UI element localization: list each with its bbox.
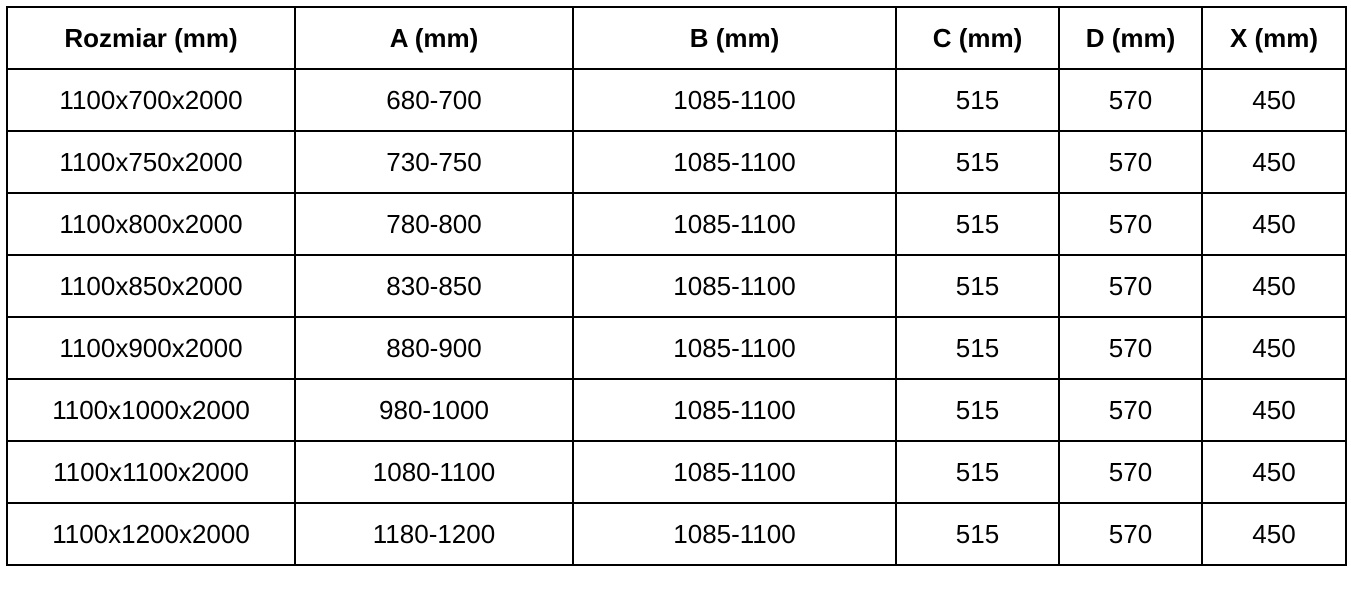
column-header-a: A (mm): [294, 6, 574, 70]
cell-size: 1100x850x2000: [6, 254, 296, 318]
cell-a: 730-750: [294, 130, 574, 194]
table-row: 1100x1100x2000 1080-1100 1085-1100 515 570 45…: [6, 440, 1347, 504]
cell-a: 880-900: [294, 316, 574, 380]
cell-d: 570: [1058, 316, 1203, 380]
cell-c: 515: [895, 68, 1060, 132]
cell-x: 450: [1201, 192, 1347, 256]
cell-d: 570: [1058, 68, 1203, 132]
cell-size: 1100x800x2000: [6, 192, 296, 256]
column-header-x: X (mm): [1201, 6, 1347, 70]
cell-b: 1085-1100: [572, 378, 897, 442]
cell-a: 780-800: [294, 192, 574, 256]
cell-d: 570: [1058, 130, 1203, 194]
column-header-c: C (mm): [895, 6, 1060, 70]
cell-c: 515: [895, 378, 1060, 442]
cell-b: 1085-1100: [572, 316, 897, 380]
cell-d: 570: [1058, 502, 1203, 566]
dimensions-table: Rozmiar (mm) A (mm) B (mm) C (mm) D (mm) X (m…: [6, 6, 1347, 566]
table-row: 1100x900x2000 880-900 1085-1100 515 570 450: [6, 316, 1347, 380]
cell-d: 570: [1058, 192, 1203, 256]
cell-c: 515: [895, 254, 1060, 318]
cell-c: 515: [895, 440, 1060, 504]
cell-a: 680-700: [294, 68, 574, 132]
column-header-size: Rozmiar (mm): [6, 6, 296, 70]
cell-x: 450: [1201, 440, 1347, 504]
cell-d: 570: [1058, 254, 1203, 318]
cell-c: 515: [895, 192, 1060, 256]
cell-d: 570: [1058, 378, 1203, 442]
cell-b: 1085-1100: [572, 440, 897, 504]
cell-size: 1100x1200x2000: [6, 502, 296, 566]
cell-size: 1100x750x2000: [6, 130, 296, 194]
cell-size: 1100x1100x2000: [6, 440, 296, 504]
cell-x: 450: [1201, 502, 1347, 566]
cell-b: 1085-1100: [572, 502, 897, 566]
column-header-b: B (mm): [572, 6, 897, 70]
cell-a: 830-850: [294, 254, 574, 318]
cell-b: 1085-1100: [572, 192, 897, 256]
cell-a: 980-1000: [294, 378, 574, 442]
cell-c: 515: [895, 316, 1060, 380]
table-row: 1100x1200x2000 1180-1200 1085-1100 515 570 45…: [6, 502, 1347, 566]
table-row: 1100x800x2000 780-800 1085-1100 515 570 450: [6, 192, 1347, 256]
cell-b: 1085-1100: [572, 254, 897, 318]
table-row: 1100x700x2000 680-700 1085-1100 515 570 450: [6, 68, 1347, 132]
header-row: Rozmiar (mm) A (mm) B (mm) C (mm) D (mm) X (m…: [6, 6, 1347, 70]
cell-c: 515: [895, 130, 1060, 194]
table-row: 1100x850x2000 830-850 1085-1100 515 570 450: [6, 254, 1347, 318]
column-header-d: D (mm): [1058, 6, 1203, 70]
cell-x: 450: [1201, 316, 1347, 380]
table-row: 1100x1000x2000 980-1000 1085-1100 515 570 450: [6, 378, 1347, 442]
cell-x: 450: [1201, 254, 1347, 318]
cell-size: 1100x700x2000: [6, 68, 296, 132]
cell-a: 1180-1200: [294, 502, 574, 566]
cell-x: 450: [1201, 130, 1347, 194]
cell-x: 450: [1201, 378, 1347, 442]
cell-d: 570: [1058, 440, 1203, 504]
cell-b: 1085-1100: [572, 130, 897, 194]
cell-c: 515: [895, 502, 1060, 566]
cell-a: 1080-1100: [294, 440, 574, 504]
table-row: 1100x750x2000 730-750 1085-1100 515 570 450: [6, 130, 1347, 194]
cell-size: 1100x1000x2000: [6, 378, 296, 442]
cell-x: 450: [1201, 68, 1347, 132]
cell-b: 1085-1100: [572, 68, 897, 132]
cell-size: 1100x900x2000: [6, 316, 296, 380]
